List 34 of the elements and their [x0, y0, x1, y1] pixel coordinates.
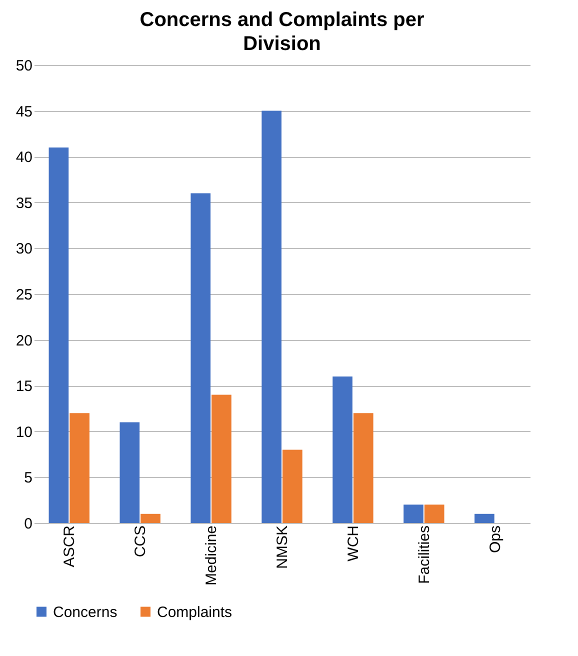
y-tick-label: 40: [16, 149, 32, 166]
chart-title: Concerns and Complaints per Division: [140, 9, 424, 55]
bar: [282, 450, 302, 523]
bar: [262, 110, 282, 523]
x-tick-label: ASCR: [61, 525, 78, 568]
bar: [353, 413, 374, 523]
x-tick-label: CCS: [132, 526, 150, 558]
bar: [70, 413, 90, 523]
y-tick-label: 30: [16, 240, 32, 258]
x-tick-label: Ops: [486, 526, 504, 554]
y-tick-label: 25: [16, 286, 32, 304]
bar: [404, 504, 424, 523]
x-tick-label: WCH: [344, 526, 362, 562]
y-tick-label: 0: [24, 516, 32, 532]
y-tick-label: 5: [24, 470, 32, 487]
bar: [48, 147, 69, 523]
bar: [212, 394, 232, 523]
y-tick-label: 10: [16, 424, 32, 441]
y-tick-label: 50: [16, 58, 32, 74]
bar: [424, 504, 444, 523]
legend-label: Complaints: [157, 604, 232, 621]
x-tick-label: NMSK: [274, 526, 291, 569]
y-tick-label: 20: [16, 332, 32, 350]
y-tick-label: 35: [16, 194, 32, 212]
y-tick-label: 15: [16, 378, 32, 396]
bar: [332, 376, 352, 523]
x-tick-label: Medicine: [203, 526, 220, 586]
x-tick-label: Facilities: [416, 526, 433, 584]
bar: [120, 422, 140, 523]
bar: [140, 514, 160, 523]
bar: [190, 193, 211, 523]
legend-label: Concerns: [53, 604, 118, 621]
bar: [474, 514, 494, 523]
y-tick-label: 45: [16, 103, 32, 120]
